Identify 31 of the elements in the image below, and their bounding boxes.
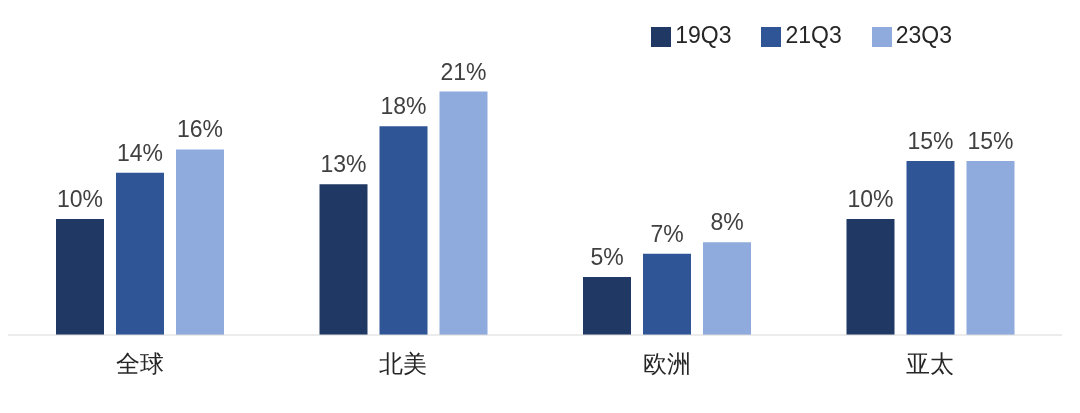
bar <box>703 242 751 335</box>
bar <box>583 277 631 335</box>
bar <box>439 91 488 335</box>
data-label: 14% <box>116 139 164 166</box>
bar <box>176 149 224 335</box>
bar <box>56 219 104 335</box>
data-label: 21% <box>440 58 487 85</box>
bar <box>966 161 1015 335</box>
x-tick-label: 全球 <box>115 350 164 378</box>
data-label: 15% <box>907 128 954 155</box>
bar <box>116 172 164 335</box>
bar <box>846 219 895 335</box>
data-label: 18% <box>380 93 427 120</box>
x-tick-label: 亚太 <box>906 350 955 378</box>
data-label: 5% <box>590 244 624 271</box>
legend-label: 19Q3 <box>675 22 732 48</box>
data-label: 10% <box>56 186 104 213</box>
data-label: 16% <box>176 116 224 143</box>
legend-label: 23Q3 <box>895 22 952 48</box>
bar <box>906 161 955 335</box>
x-tick-label: 北美 <box>379 350 428 378</box>
data-label: 15% <box>967 128 1014 155</box>
data-label: 8% <box>710 209 744 236</box>
data-label: 7% <box>650 220 684 247</box>
bar <box>643 253 691 335</box>
bar <box>379 126 428 335</box>
legend-label: 21Q3 <box>785 22 842 48</box>
x-tick-label: 欧洲 <box>642 350 691 378</box>
data-label: 10% <box>847 186 894 213</box>
bar <box>319 184 368 335</box>
data-label: 13% <box>320 151 367 178</box>
